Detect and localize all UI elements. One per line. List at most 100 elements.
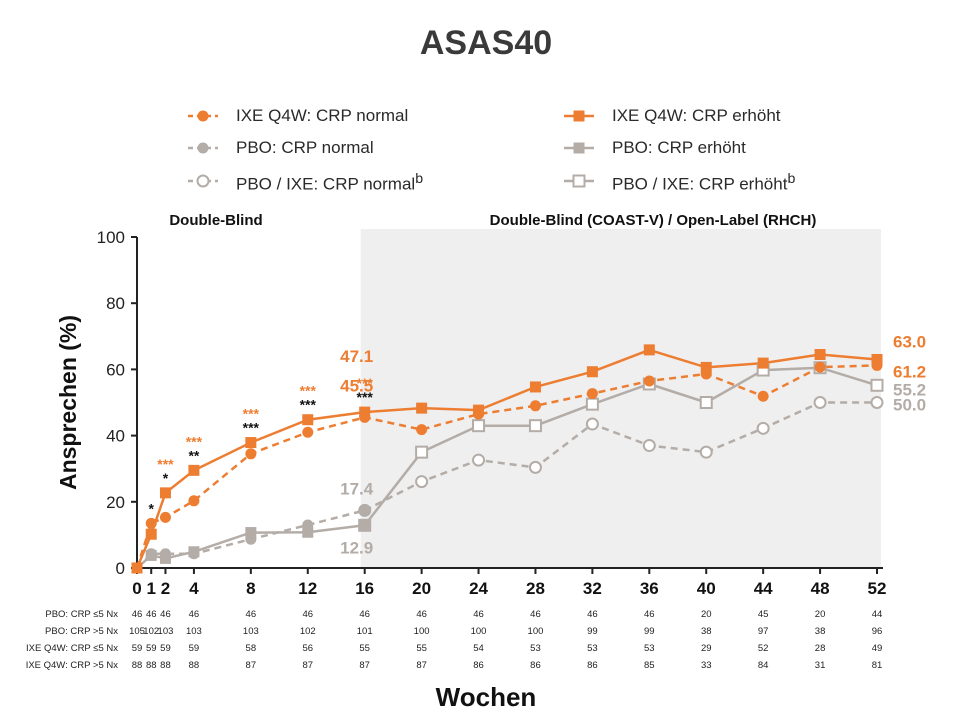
y-tick-label: 20 (106, 493, 125, 512)
legend-marker-5 (573, 142, 585, 154)
table-cell: 46 (473, 609, 484, 620)
table-cell: 103 (158, 626, 174, 637)
table-cell: 59 (146, 643, 157, 654)
table-cell: 103 (243, 626, 259, 637)
legend-marker-3 (196, 174, 210, 188)
legend-entry-3-superscript: b (415, 171, 424, 187)
table-cell: 86 (587, 660, 598, 671)
series-5-point (302, 526, 314, 538)
series-3-point (699, 445, 713, 459)
table-cell: 97 (758, 626, 769, 637)
series-3-point (756, 421, 770, 435)
y-tick-label: 60 (106, 360, 125, 379)
x-tick-label: 28 (526, 579, 545, 598)
series-6-point (415, 445, 429, 459)
series-6-point (699, 396, 713, 409)
series-3-point (415, 475, 429, 489)
significance-black: * (163, 470, 169, 486)
chart-title: ASAS40 (419, 24, 553, 62)
table-cell: 20 (815, 609, 826, 620)
table-cell: 53 (587, 643, 598, 654)
series-5-point (188, 546, 200, 558)
series-4-point (159, 487, 171, 499)
series-4-point (700, 361, 712, 373)
x-tick-label: 1 (146, 579, 155, 598)
table-cell: 55 (416, 643, 427, 654)
table-cell: 45 (758, 609, 769, 620)
x-tick-label: 32 (583, 579, 602, 598)
table-cell: 29 (701, 643, 712, 654)
table-cell: 105 (129, 626, 145, 637)
series-6-point (585, 397, 599, 411)
table-cell: 103 (186, 626, 202, 637)
y-tick-label: 0 (116, 559, 125, 578)
table-cell: 46 (132, 609, 143, 620)
series-5-point (145, 549, 157, 561)
x-tick-label: 48 (811, 579, 830, 598)
series-4-point (529, 381, 541, 393)
table-row-label: IXE Q4W: CRP >5 Nx (26, 660, 119, 671)
table-cell: 100 (414, 626, 430, 637)
table-cell: 86 (473, 660, 484, 671)
table-cell: 46 (530, 609, 541, 620)
y-tick-label: 100 (97, 228, 125, 247)
table-cell: 46 (189, 609, 200, 620)
table-cell: 52 (758, 643, 769, 654)
series-1-point (757, 390, 769, 402)
series-4-point (145, 528, 157, 540)
table-cell: 46 (302, 609, 313, 620)
value-label: 63.0 (893, 332, 926, 351)
legend-entry-5: PBO: CRP erhöht (612, 138, 746, 157)
table-cell: 31 (815, 660, 826, 671)
table-cell: 88 (160, 660, 171, 671)
series-4-point (416, 402, 428, 414)
table-cell: 87 (359, 660, 370, 671)
series-5-point (159, 552, 171, 564)
table-cell: 38 (701, 626, 712, 637)
table-cell: 46 (160, 609, 171, 620)
significance-orange: *** (300, 383, 317, 399)
series-4-point (757, 357, 769, 369)
significance-orange: *** (186, 433, 203, 449)
table-cell: 46 (146, 609, 157, 620)
table-cell: 46 (644, 609, 655, 620)
legend-entry-3: PBO / IXE: CRP normalb (236, 171, 423, 195)
table-cell: 84 (758, 660, 769, 671)
x-axis-label: Wochen (435, 682, 537, 712)
series-3-point (472, 453, 486, 467)
table-cell: 87 (416, 660, 427, 671)
table-cell: 46 (359, 609, 370, 620)
series-3-point (870, 396, 884, 409)
table-cell: 99 (587, 626, 598, 637)
series-4-point (131, 562, 143, 574)
legend-entry-2: PBO: CRP normal (236, 138, 374, 157)
table-row-label: IXE Q4W: CRP ≤5 Nx (26, 643, 118, 654)
x-tick-label: 8 (246, 579, 255, 598)
value-label: 50.0 (893, 396, 926, 415)
series-1-point (814, 361, 826, 373)
table-cell: 46 (246, 609, 257, 620)
x-tick-label: 0 (132, 579, 141, 598)
table-cell: 59 (132, 643, 143, 654)
series-4-point (473, 404, 485, 416)
significance-black: *** (243, 420, 260, 436)
legend-entry-6-superscript: b (787, 171, 796, 187)
series-3-point (585, 417, 599, 431)
value-label: 45.5 (340, 376, 373, 395)
table-cell: 46 (587, 609, 598, 620)
legend-marker-6 (572, 174, 586, 188)
significance-black: *** (357, 389, 374, 405)
x-tick-label: 36 (640, 579, 659, 598)
x-tick-label: 12 (298, 579, 317, 598)
table-cell: 38 (815, 626, 826, 637)
value-label: 55.2 (893, 380, 926, 399)
legend-marker-1 (197, 110, 209, 122)
value-label: 61.2 (893, 362, 926, 381)
x-tick-label: 52 (868, 579, 887, 598)
series-4-point (188, 464, 200, 476)
table-cell: 49 (872, 643, 883, 654)
x-tick-label: 44 (754, 579, 773, 598)
table-cell: 99 (644, 626, 655, 637)
table-cell: 100 (528, 626, 544, 637)
series-6-point (870, 378, 884, 392)
